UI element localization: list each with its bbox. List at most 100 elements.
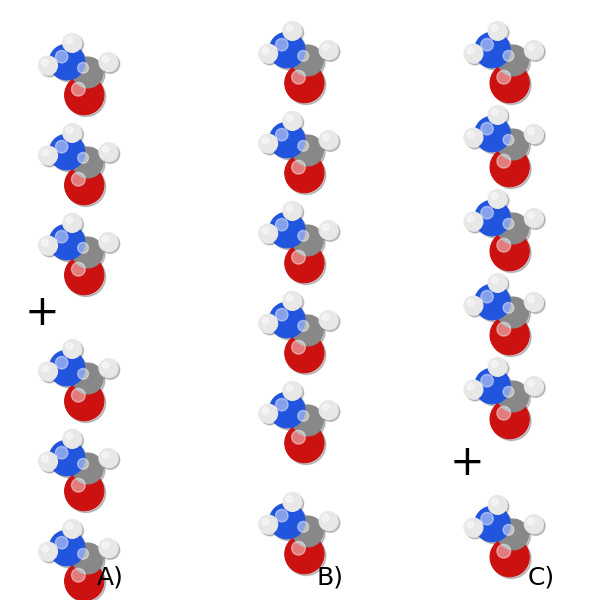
Ellipse shape — [271, 304, 307, 340]
Ellipse shape — [275, 38, 288, 51]
Ellipse shape — [467, 47, 474, 54]
Ellipse shape — [499, 47, 530, 78]
Ellipse shape — [71, 262, 85, 276]
Ellipse shape — [477, 202, 512, 238]
Ellipse shape — [55, 230, 68, 243]
Ellipse shape — [64, 341, 83, 360]
Ellipse shape — [62, 124, 82, 142]
Ellipse shape — [74, 545, 105, 576]
Ellipse shape — [72, 237, 103, 268]
Ellipse shape — [62, 520, 82, 538]
Ellipse shape — [497, 129, 528, 160]
Ellipse shape — [319, 311, 338, 329]
Ellipse shape — [77, 458, 89, 469]
Ellipse shape — [77, 152, 89, 163]
Ellipse shape — [322, 404, 329, 410]
Ellipse shape — [283, 382, 302, 400]
Ellipse shape — [284, 23, 303, 42]
Ellipse shape — [528, 212, 534, 218]
Ellipse shape — [286, 385, 293, 391]
Ellipse shape — [490, 64, 530, 103]
Ellipse shape — [491, 193, 498, 199]
Ellipse shape — [284, 383, 303, 402]
Ellipse shape — [40, 364, 60, 383]
Ellipse shape — [40, 58, 60, 77]
Ellipse shape — [490, 316, 530, 355]
Ellipse shape — [467, 383, 474, 390]
Ellipse shape — [321, 43, 340, 61]
Ellipse shape — [490, 191, 509, 210]
Ellipse shape — [51, 46, 87, 82]
Ellipse shape — [481, 290, 493, 303]
Ellipse shape — [322, 134, 329, 140]
Ellipse shape — [65, 562, 104, 600]
Ellipse shape — [67, 473, 106, 512]
Ellipse shape — [292, 70, 305, 84]
Ellipse shape — [62, 34, 82, 52]
Ellipse shape — [292, 160, 305, 174]
Ellipse shape — [466, 298, 485, 317]
Ellipse shape — [466, 214, 485, 233]
Ellipse shape — [524, 377, 543, 395]
Ellipse shape — [287, 155, 326, 194]
Ellipse shape — [497, 519, 528, 550]
Ellipse shape — [49, 134, 85, 170]
Ellipse shape — [286, 205, 293, 211]
Ellipse shape — [39, 542, 58, 561]
Ellipse shape — [477, 118, 512, 154]
Ellipse shape — [319, 41, 338, 59]
Ellipse shape — [99, 233, 118, 251]
Ellipse shape — [55, 356, 68, 369]
Ellipse shape — [492, 149, 531, 188]
Ellipse shape — [287, 425, 326, 464]
Ellipse shape — [287, 335, 326, 374]
Ellipse shape — [322, 314, 329, 320]
Ellipse shape — [321, 133, 340, 151]
Ellipse shape — [477, 286, 512, 322]
Ellipse shape — [72, 543, 103, 574]
Ellipse shape — [467, 299, 474, 306]
Ellipse shape — [499, 215, 530, 246]
Ellipse shape — [292, 340, 305, 354]
Ellipse shape — [294, 317, 325, 348]
Ellipse shape — [321, 313, 340, 331]
Ellipse shape — [271, 34, 307, 70]
Ellipse shape — [477, 34, 512, 70]
Ellipse shape — [464, 380, 483, 399]
Ellipse shape — [285, 334, 324, 373]
Ellipse shape — [49, 224, 85, 260]
Ellipse shape — [39, 56, 58, 75]
Ellipse shape — [72, 57, 103, 88]
Ellipse shape — [491, 499, 498, 505]
Ellipse shape — [488, 106, 507, 124]
Ellipse shape — [497, 544, 511, 558]
Ellipse shape — [259, 134, 278, 153]
Ellipse shape — [261, 517, 280, 536]
Ellipse shape — [287, 245, 326, 284]
Ellipse shape — [261, 226, 280, 245]
Ellipse shape — [322, 44, 329, 50]
Ellipse shape — [503, 134, 514, 145]
Ellipse shape — [492, 233, 531, 272]
Ellipse shape — [71, 568, 85, 582]
Ellipse shape — [285, 424, 324, 463]
Ellipse shape — [503, 524, 514, 535]
Ellipse shape — [526, 517, 545, 535]
Ellipse shape — [492, 401, 531, 440]
Ellipse shape — [39, 146, 58, 165]
Ellipse shape — [497, 322, 511, 336]
Ellipse shape — [524, 293, 543, 311]
Ellipse shape — [294, 518, 325, 549]
Ellipse shape — [74, 365, 105, 396]
Ellipse shape — [99, 143, 118, 161]
Ellipse shape — [42, 239, 49, 246]
Ellipse shape — [298, 410, 309, 421]
Ellipse shape — [66, 127, 73, 133]
Ellipse shape — [259, 314, 278, 333]
Ellipse shape — [42, 365, 49, 372]
Ellipse shape — [64, 521, 83, 540]
Ellipse shape — [286, 25, 293, 31]
Ellipse shape — [490, 23, 509, 42]
Ellipse shape — [67, 257, 106, 296]
Ellipse shape — [490, 275, 509, 294]
